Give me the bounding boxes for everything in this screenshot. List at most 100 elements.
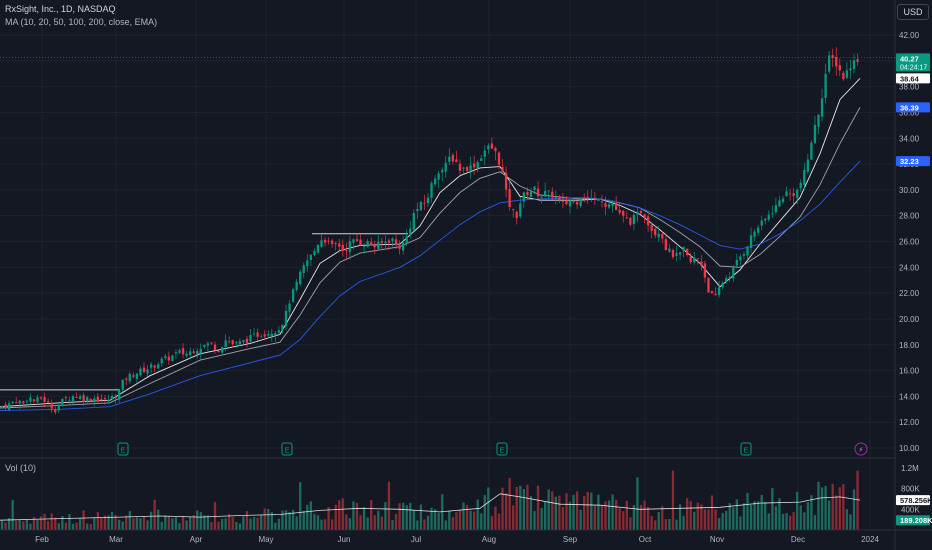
candle-body (625, 217, 628, 219)
candle-body (828, 55, 831, 72)
volume-bar (515, 487, 518, 530)
candle-body (263, 334, 266, 337)
volume-bar (366, 517, 369, 530)
volume-bar (835, 495, 838, 530)
candle-body (245, 338, 249, 343)
candle-body (572, 201, 575, 203)
volume-bar (217, 521, 220, 530)
volume-bar (813, 515, 817, 530)
volume-legend[interactable]: Vol (10) (5, 463, 37, 473)
volume-bar (490, 516, 494, 530)
earnings-marker-label: E (121, 448, 126, 455)
volume-bar (742, 503, 746, 530)
candle-body (686, 248, 689, 255)
volume-bar (47, 521, 50, 530)
candle-body (128, 373, 131, 382)
volume-bar (554, 496, 557, 530)
candle-body (284, 310, 288, 326)
volume-bar (157, 509, 160, 530)
candle-body (270, 333, 273, 337)
candle-body (586, 196, 589, 198)
candle-body (820, 98, 824, 117)
candle-body (558, 196, 561, 200)
candle-body (448, 156, 451, 162)
volume-bar (597, 494, 600, 530)
volume-bar (618, 508, 621, 530)
volume-bar (810, 495, 813, 530)
candle-body (849, 68, 852, 71)
candle-body (508, 189, 511, 208)
candle-body (199, 348, 202, 354)
candle-body (412, 213, 415, 230)
candle-body (370, 242, 373, 246)
volume-bar (57, 523, 60, 530)
price-tag-2: 36.39 (900, 103, 919, 112)
volume-bar (359, 515, 362, 530)
candle-body (139, 368, 142, 376)
candle-body (309, 254, 312, 260)
volume-bar (774, 506, 778, 530)
price-tick-label: 30.00 (899, 186, 920, 195)
volume-bar (270, 512, 273, 530)
volume-bar (43, 513, 46, 530)
candle-body (682, 246, 685, 251)
candle-body (728, 276, 731, 279)
candle-body (788, 193, 792, 195)
volume-bar (210, 522, 213, 530)
time-axis-label: Nov (710, 535, 724, 544)
volume-bar (206, 515, 210, 530)
time-axis-label: Mar (109, 535, 123, 544)
volume-bar (469, 510, 472, 530)
volume-bar (817, 481, 820, 530)
candle-body (437, 173, 440, 180)
candle-body (228, 341, 231, 343)
earnings-marker-label: E (744, 448, 749, 455)
volume-bar (380, 516, 383, 530)
volume-bar (348, 518, 352, 530)
candle-body (160, 358, 163, 364)
volume-bar (845, 509, 849, 530)
candle-body (490, 143, 494, 149)
candle-body (476, 162, 479, 169)
volume-bar (260, 514, 263, 530)
volume-bar (71, 523, 75, 530)
volume-bar (93, 517, 96, 530)
candle-body (54, 409, 57, 413)
volume-bar (89, 524, 92, 530)
volume-bar (508, 478, 511, 530)
candle-body (249, 335, 252, 342)
indicator-legend[interactable]: MA (10, 20, 50, 100, 200, close, EMA) (5, 17, 158, 27)
volume-bar (519, 485, 522, 530)
volume-bar (611, 494, 614, 530)
volume-bar (828, 500, 831, 530)
price-tick-label: 42.00 (899, 31, 920, 40)
volume-bar (781, 513, 785, 530)
candle-body (398, 245, 401, 249)
volume-bar (288, 512, 291, 530)
candle-body (43, 397, 46, 402)
volume-bar (196, 510, 199, 530)
candle-body (579, 199, 582, 207)
volume-bar (327, 506, 330, 530)
candle-body (852, 60, 856, 70)
candle-body (206, 343, 210, 346)
volume-bar (245, 511, 249, 530)
volume-bar (639, 504, 643, 530)
moving-average-lines (0, 78, 861, 412)
currency-button[interactable]: USD (897, 4, 929, 20)
candle-body (842, 72, 845, 80)
volume-bar (739, 516, 742, 530)
volume-bar (18, 520, 21, 530)
candle-body (348, 241, 352, 252)
volume-bar (540, 508, 543, 530)
candle-body (338, 243, 341, 247)
candle-body (810, 142, 813, 160)
candle-body (835, 56, 838, 67)
volume-bar (604, 501, 607, 530)
candle-body (11, 402, 14, 404)
candle-body (813, 124, 817, 144)
candle-body (61, 398, 64, 406)
volume-bar (820, 487, 824, 530)
candle-body (327, 240, 330, 242)
